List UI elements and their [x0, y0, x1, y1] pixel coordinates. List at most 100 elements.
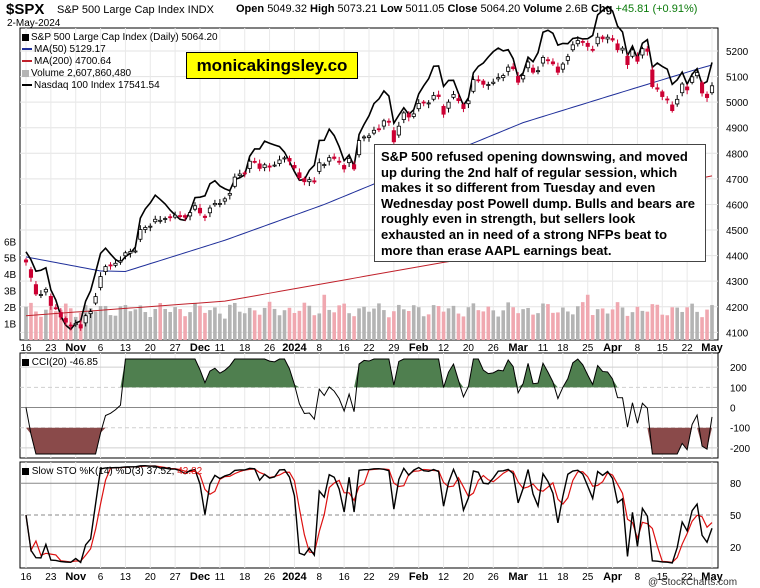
candle-body — [297, 172, 302, 179]
legend-volume: Volume 2,607,860,480 — [22, 68, 218, 80]
volume-bar — [372, 308, 376, 340]
volume-bar — [585, 294, 590, 340]
candle-body — [307, 179, 312, 183]
candle-body — [530, 67, 536, 73]
candle-body — [645, 48, 650, 52]
candle-body — [337, 160, 342, 163]
ticker-symbol: $SPX — [6, 1, 45, 18]
x-tick-label-bottom: Dec — [190, 571, 210, 583]
candle-body — [386, 120, 391, 123]
volume-value: 2.6B — [565, 3, 588, 15]
candle-body — [158, 219, 163, 222]
sto-label: Slow STO %K(14) %D(3) 37.52, 42.82 — [22, 466, 202, 477]
price-tick-label: 4400 — [726, 252, 749, 263]
candle-body — [212, 203, 217, 206]
candle-body — [93, 296, 98, 304]
volume-bar — [108, 315, 113, 340]
volume-tick-label: 3B — [4, 287, 17, 298]
candle-body — [153, 218, 158, 223]
volume-bar — [685, 307, 689, 340]
price-legend: S&P 500 Large Cap Index (Daily) 5064.20 … — [22, 32, 218, 92]
volume-bar — [267, 301, 272, 340]
x-tick-label: 16 — [20, 343, 32, 354]
x-tick-label-bottom: Feb — [409, 571, 429, 583]
candle-body — [327, 157, 332, 162]
x-tick-label: Apr — [603, 342, 623, 354]
candle-body — [357, 140, 362, 156]
x-tick-label: 15 — [657, 343, 669, 354]
candle-body — [302, 178, 307, 183]
volume-bar — [531, 314, 535, 340]
volume-bar — [496, 316, 501, 340]
volume-bar — [34, 311, 38, 340]
candle-body — [317, 162, 322, 172]
candle-body — [630, 49, 635, 57]
volume-bar — [590, 315, 595, 340]
volume-bar — [411, 305, 416, 340]
candle-body — [660, 91, 665, 97]
volume-bar — [103, 305, 108, 340]
candle-body — [63, 318, 68, 323]
cci-tick-label: -100 — [730, 424, 750, 435]
volume-bar — [615, 302, 620, 340]
chart-date: 2-May-2024 — [7, 18, 61, 29]
open-value: 5049.32 — [267, 3, 307, 15]
candle-body — [540, 57, 546, 64]
price-tick-label: 4700 — [726, 175, 749, 186]
x-tick-label-bottom: 18 — [239, 572, 251, 583]
candle-body — [352, 164, 357, 170]
x-tick-label: 18 — [557, 343, 569, 354]
candle-body — [342, 165, 347, 170]
candle-body — [535, 70, 541, 73]
volume-bar — [247, 307, 252, 340]
x-tick-label-bottom: 22 — [363, 572, 375, 583]
volume-tick-label: 2B — [4, 303, 17, 314]
volume-bar — [675, 307, 680, 340]
volume-bar — [49, 306, 53, 340]
x-tick-label: 26 — [264, 343, 276, 354]
volume-bar — [347, 313, 351, 340]
volume-bar — [486, 306, 491, 340]
candle-body — [58, 312, 63, 318]
candle-body — [187, 212, 193, 217]
candle-body — [411, 113, 416, 117]
volume-bar — [536, 313, 540, 340]
candle-body — [625, 55, 630, 65]
volume-bar — [237, 311, 242, 340]
candle-body — [675, 98, 680, 105]
x-tick-label-bottom: 22 — [682, 572, 694, 583]
candle-body — [700, 82, 705, 94]
volume-bar — [232, 302, 237, 340]
x-tick-label: 2024 — [282, 342, 307, 354]
x-tick-label: 13 — [120, 343, 132, 354]
volume-bar — [471, 303, 476, 340]
candle-body — [620, 47, 625, 51]
candle-body — [695, 72, 700, 77]
candle-body — [396, 125, 401, 136]
x-tick-label: 18 — [239, 343, 251, 354]
volume-bar — [208, 310, 212, 340]
x-tick-label-bottom: 18 — [557, 572, 569, 583]
volume-bar — [312, 315, 317, 340]
volume-bar — [292, 312, 297, 340]
volume-bar — [123, 305, 128, 340]
volume-tick-label: 5B — [4, 254, 17, 265]
volume-bar — [88, 308, 93, 340]
candle-body — [381, 120, 386, 127]
x-tick-label: 8 — [317, 343, 323, 354]
cci-line — [25, 358, 713, 455]
x-tick-label-bottom: May — [701, 571, 723, 583]
volume-bar — [635, 306, 640, 340]
volume-bar — [257, 314, 262, 340]
volume-bar — [183, 316, 187, 340]
candle-body — [38, 294, 43, 296]
x-tick-label-bottom: 29 — [388, 572, 400, 583]
price-tick-label: 5000 — [726, 98, 749, 109]
x-tick-label-bottom: 27 — [170, 572, 182, 583]
price-tick-label: 4800 — [726, 149, 749, 160]
volume-bar — [218, 313, 222, 340]
x-tick-label: 25 — [582, 343, 594, 354]
candle-body — [456, 98, 461, 102]
high-label: High — [310, 3, 335, 15]
candle-body — [143, 227, 148, 230]
